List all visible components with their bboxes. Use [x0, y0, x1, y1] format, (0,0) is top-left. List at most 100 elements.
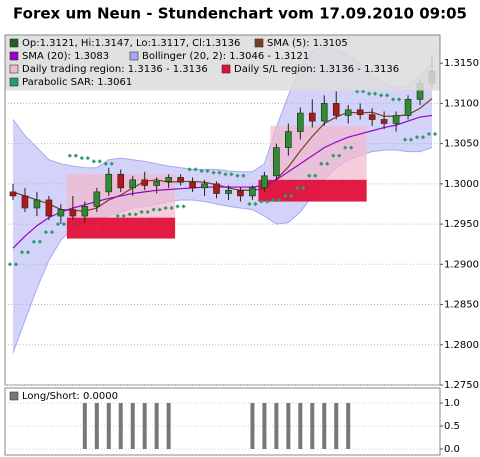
sar-dot — [217, 170, 222, 175]
bar — [274, 403, 279, 449]
sar-dot — [235, 173, 240, 178]
candle-body — [332, 103, 340, 116]
sar-dot — [247, 201, 252, 207]
legend-label: SMA (5): 1.3105 — [267, 38, 348, 49]
sar-dot — [271, 197, 276, 203]
bar — [262, 403, 267, 449]
region — [66, 217, 80, 239]
candle-body — [225, 189, 232, 194]
sar-dot — [19, 250, 25, 255]
sar-dot — [103, 161, 108, 166]
sar-dot — [283, 193, 288, 199]
candle-body — [308, 112, 316, 122]
y-tick-label: 1.3100 — [444, 98, 479, 109]
candle-body — [189, 181, 196, 189]
y-tick-label: 0.0 — [444, 444, 460, 455]
sar-dot — [319, 161, 324, 166]
region — [330, 179, 343, 202]
candle-body — [392, 115, 400, 124]
candle-body — [153, 181, 160, 186]
sar-dot — [193, 167, 198, 172]
y-tick-label: 1.2950 — [444, 219, 479, 230]
bar — [130, 403, 135, 449]
legend-label: SMA (20): 1.3083 — [22, 51, 109, 62]
sar-dot — [43, 230, 49, 235]
sar-dot — [337, 153, 342, 158]
sar-dot — [205, 168, 210, 174]
sar-dot — [301, 185, 306, 190]
lower-plot-frame — [4, 387, 441, 456]
y-tick-label: 1.2850 — [444, 300, 479, 311]
sar-dot — [139, 209, 144, 215]
candle-body — [249, 187, 256, 197]
candle-body — [141, 179, 148, 186]
bar — [250, 403, 255, 449]
bar — [334, 403, 339, 449]
region — [282, 179, 295, 202]
line — [12, 114, 433, 249]
sar-dot — [97, 159, 102, 164]
bar — [82, 403, 87, 449]
candle-body — [320, 103, 328, 122]
legend-swatch — [9, 77, 19, 87]
bar — [346, 403, 351, 449]
sar-dot — [127, 212, 132, 217]
candle-body — [356, 109, 364, 115]
candle-body — [21, 195, 29, 209]
sar-dot — [343, 145, 348, 150]
candle-body — [69, 209, 77, 217]
region — [330, 125, 343, 180]
candle-body — [33, 199, 41, 209]
sar-dot — [420, 135, 426, 140]
sar-dot — [55, 221, 61, 227]
sar-dot — [289, 193, 294, 199]
sar-dot — [295, 185, 300, 190]
legend-swatch — [9, 64, 19, 74]
bar — [310, 403, 315, 449]
bar — [142, 403, 147, 449]
sar-dot — [133, 212, 138, 217]
region — [270, 179, 283, 202]
sar-dot — [331, 153, 336, 158]
region — [342, 179, 355, 202]
legend-swatch — [129, 51, 139, 61]
legend-swatch — [254, 38, 264, 48]
sar-dot — [163, 205, 168, 211]
sar-dot — [253, 201, 258, 207]
candle-body — [201, 183, 208, 189]
sar-dot — [241, 173, 246, 178]
sar-dot — [408, 137, 414, 142]
candle-body — [237, 189, 244, 197]
candle-body — [213, 183, 220, 194]
y-tick-label: 1.0 — [444, 398, 460, 409]
bollinger-band — [13, 47, 432, 353]
bar — [118, 403, 123, 449]
sar-dot — [145, 209, 150, 215]
candle-body — [129, 179, 137, 189]
region — [354, 125, 367, 180]
candle-body — [404, 99, 412, 116]
sar-dot — [49, 230, 55, 235]
region — [126, 217, 140, 239]
legend-label: Op:1.3121, Hi:1.3147, Lo:1.3117, Cl:1.31… — [22, 38, 240, 49]
sar-dot — [79, 155, 84, 161]
candle-body — [261, 175, 268, 189]
sar-dot — [325, 161, 330, 166]
legend-label: Daily trading region: 1.3136 - 1.3136 — [22, 64, 208, 75]
bar — [166, 403, 171, 449]
candle-body — [165, 177, 172, 182]
y-tick-label: 1.3000 — [444, 179, 479, 190]
sar-dot — [229, 172, 234, 177]
sar-dot — [67, 153, 72, 158]
candle-body — [380, 119, 388, 124]
sar-dot — [187, 167, 192, 172]
sar-dot — [223, 172, 228, 177]
sar-dot — [349, 145, 354, 150]
sar-dot — [432, 131, 438, 137]
sar-dot — [109, 161, 114, 166]
region — [78, 217, 92, 239]
candle-body — [105, 173, 113, 193]
candle-body — [117, 173, 125, 189]
sar-dot — [25, 250, 31, 255]
